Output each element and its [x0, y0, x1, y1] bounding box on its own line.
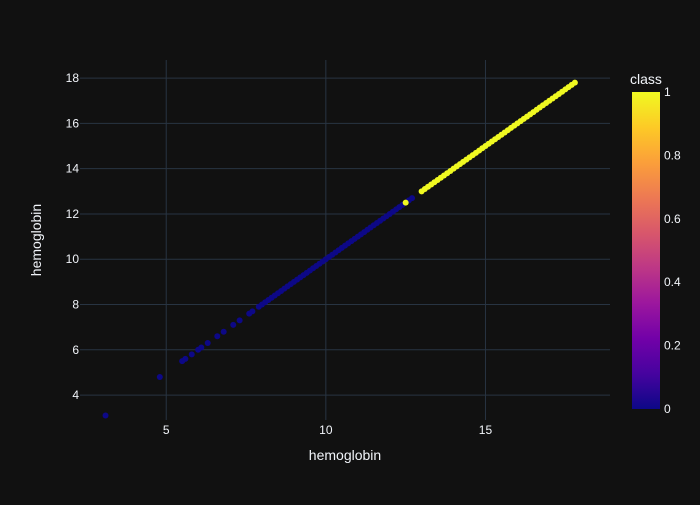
- data-point: [571, 79, 578, 86]
- data-point: [182, 355, 189, 362]
- data-point: [156, 373, 163, 380]
- data-point: [402, 199, 409, 206]
- colorbar-ticks: 0 0.2 0.4 0.6 0.8 1: [664, 85, 681, 416]
- y-axis-title: hemoglobin: [28, 204, 44, 276]
- data-point: [230, 321, 237, 328]
- colorbar: class 0 0.2 0.4 0.6 0.8 1: [630, 71, 681, 416]
- data-point: [102, 412, 109, 419]
- colorbar-tick-label: 1: [664, 85, 671, 99]
- y-tick-label: 6: [72, 343, 79, 357]
- colorbar-gradient: [632, 92, 660, 409]
- colorbar-title: class: [630, 71, 662, 87]
- x-tick-label: 15: [479, 423, 493, 437]
- y-tick-label: 16: [66, 116, 80, 130]
- data-point: [220, 328, 227, 335]
- data-point: [188, 351, 195, 358]
- x-axis-title: hemoglobin: [309, 447, 381, 463]
- colorbar-tick-label: 0.2: [664, 339, 681, 353]
- y-tick-label: 18: [66, 71, 80, 85]
- y-tick-label: 8: [72, 298, 79, 312]
- data-point: [236, 317, 243, 324]
- y-tick-label: 12: [66, 207, 80, 221]
- colorbar-tick-label: 0.6: [664, 212, 681, 226]
- colorbar-tick-label: 0: [664, 402, 671, 416]
- data-point: [198, 344, 205, 351]
- x-tick-label: 5: [163, 423, 170, 437]
- y-tick-label: 4: [72, 388, 79, 402]
- y-tick-label: 14: [66, 162, 80, 176]
- y-axis: 4 6 8 10 12 14 16 18: [66, 71, 80, 402]
- data-point: [214, 333, 221, 340]
- data-point: [204, 340, 211, 347]
- colorbar-tick-label: 0.8: [664, 148, 681, 162]
- y-tick-label: 10: [66, 252, 80, 266]
- data-point: [249, 308, 256, 315]
- x-axis: 5 10 15: [163, 423, 493, 437]
- points-layer: [102, 79, 578, 419]
- colorbar-tick-label: 0.4: [664, 275, 681, 289]
- x-tick-label: 10: [319, 423, 333, 437]
- data-point: [409, 195, 416, 202]
